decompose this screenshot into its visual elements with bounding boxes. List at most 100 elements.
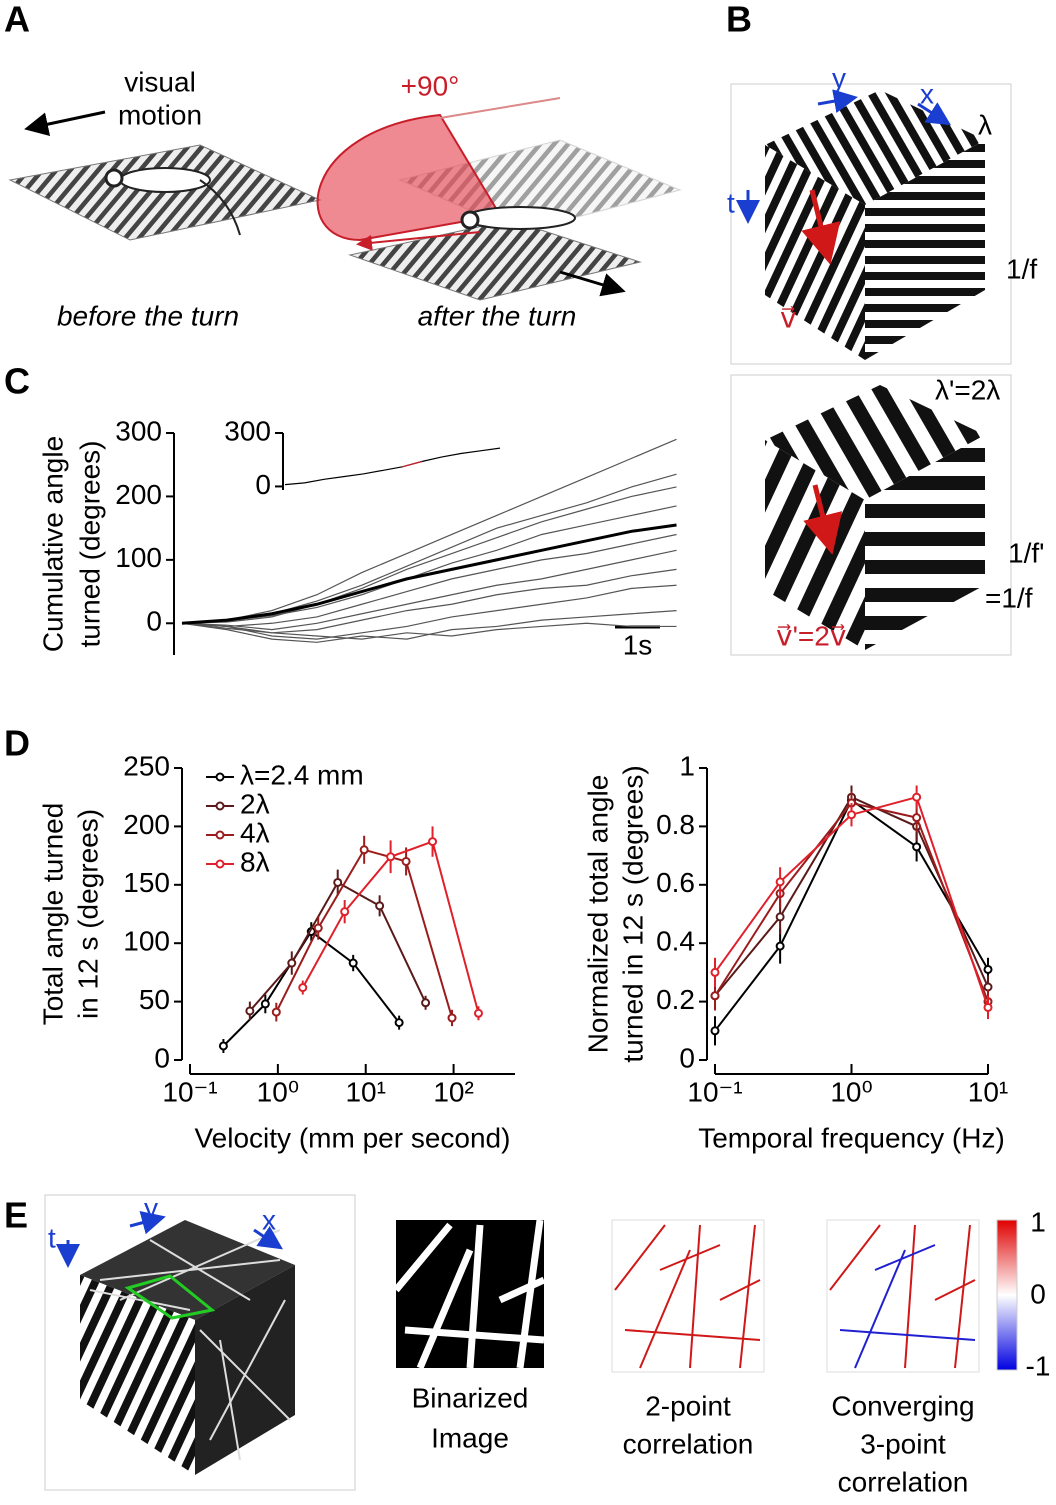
axis-label: t: [48, 1222, 56, 1253]
x-tick-label: 10¹: [345, 1076, 385, 1107]
y-tick-label: 0: [154, 1042, 170, 1073]
legend-label: 4λ: [240, 817, 270, 848]
axis-label: x: [262, 1204, 276, 1235]
panel-label: E: [4, 1195, 28, 1236]
y-tick-label: 200: [115, 479, 162, 510]
axis-label: y: [144, 1192, 158, 1223]
x-tick-label: 10⁻¹: [162, 1076, 217, 1107]
legend-label: 2λ: [240, 788, 270, 819]
panel-e: y x t 1 0 -1 Binarized Image 2-point cor…: [44, 1192, 1051, 1497]
data-point: [912, 842, 922, 852]
x-tick-label: 10¹: [968, 1076, 1008, 1107]
x-tick-label: 10²: [433, 1076, 473, 1107]
y-tick-label: 0: [255, 469, 271, 500]
annotation: v⃗: [780, 302, 797, 333]
legend-marker: [215, 801, 225, 811]
data-line: [181, 549, 677, 631]
colorbar-tick: 0: [1030, 1278, 1046, 1309]
y-tick-label: 50: [139, 984, 170, 1015]
y-tick-label: 0: [146, 606, 162, 637]
data-point: [245, 1006, 255, 1016]
y-tick-label: 0.2: [656, 984, 695, 1015]
data-point: [447, 1013, 457, 1023]
data-line: [181, 622, 677, 640]
y-axis-label: turned (degrees): [74, 440, 105, 647]
data-line: [181, 505, 677, 624]
y-tick-label: 0.6: [656, 867, 695, 898]
y-tick-label: 150: [123, 867, 170, 898]
y-axis-label: turned in 12 s (degrees): [617, 765, 648, 1062]
data-point: [260, 999, 270, 1009]
legend-marker: [215, 772, 225, 782]
y-axis-label: Cumulative angle: [37, 436, 68, 652]
data-point: [428, 837, 438, 847]
data-point: [775, 912, 785, 922]
x-tick-label: 10⁰: [257, 1076, 299, 1107]
data-point: [775, 877, 785, 887]
caption: correlation: [623, 1428, 754, 1459]
data-point: [983, 964, 993, 974]
y-axis-label: Total angle turned: [37, 803, 68, 1026]
panel-labels: A B C D E: [4, 0, 752, 1236]
x-axis-label: Temporal frequency (Hz): [698, 1122, 1005, 1153]
annotation: visual: [124, 66, 196, 97]
annotation: λ: [978, 109, 992, 140]
y-tick-label: 250: [123, 750, 170, 781]
data-line: [181, 486, 677, 624]
panel-label: C: [4, 361, 30, 402]
y-tick-label: 0: [679, 1042, 695, 1073]
data-point: [218, 1041, 228, 1051]
annotation: +90°: [401, 70, 460, 101]
x-tick-label: 10⁻¹: [687, 1076, 742, 1107]
data-line: [284, 447, 501, 486]
caption: 3-point: [860, 1428, 946, 1459]
data-point: [473, 1008, 483, 1018]
data-point: [847, 810, 856, 820]
legend-label: λ=2.4 mm: [240, 759, 364, 790]
annotation: 1/f': [1008, 537, 1044, 568]
colorbar-tick: 1: [1030, 1206, 1046, 1237]
scale-bar-label: 1s: [623, 629, 653, 660]
data-point: [401, 856, 411, 866]
annotation: λ'=2λ: [935, 374, 1000, 405]
x-axis-label: Velocity (mm per second): [195, 1122, 511, 1153]
data-point: [710, 991, 720, 1001]
panel-b: y x λ t 1/f v⃗ λ'=2λ 1/f' =1/f v⃗'=2v⃗: [727, 62, 1044, 656]
caption: Image: [431, 1422, 509, 1453]
caption: 2-point: [645, 1390, 731, 1421]
y-tick-label: 300: [115, 415, 162, 446]
data-line: [249, 881, 427, 1012]
caption: after the turn: [418, 300, 577, 331]
data-point: [375, 901, 385, 911]
data-point: [421, 998, 431, 1008]
panel-label: A: [4, 0, 30, 40]
data-line: [181, 584, 677, 640]
annotation: 1/f: [1006, 253, 1037, 284]
data-point: [359, 845, 369, 855]
data-point: [287, 958, 297, 968]
data-line: [181, 438, 677, 624]
legend-marker: [215, 859, 225, 869]
legend-marker: [215, 830, 225, 840]
panel-a: visual motion +90° before the turn after…: [8, 66, 682, 331]
data-line: [714, 795, 989, 1008]
axis-label: x: [920, 78, 934, 109]
y-tick-label: 300: [224, 415, 271, 446]
y-axis-label: in 12 s (degrees): [72, 809, 103, 1019]
y-tick-label: 0.4: [656, 926, 695, 957]
caption: correlation: [838, 1466, 969, 1497]
data-point: [710, 967, 720, 977]
caption: before the turn: [57, 300, 239, 331]
data-point: [271, 1007, 281, 1017]
axis-label: y: [832, 62, 846, 93]
data-point: [710, 1026, 720, 1036]
y-axis-label: Normalized total angle: [582, 775, 613, 1054]
data-point: [912, 813, 922, 823]
caption: Converging: [831, 1390, 974, 1421]
data-point: [983, 982, 993, 992]
annotation: motion: [118, 99, 202, 130]
colorbar-tick: -1: [1026, 1350, 1051, 1381]
panel-label: B: [726, 0, 752, 40]
data-point: [912, 792, 922, 802]
